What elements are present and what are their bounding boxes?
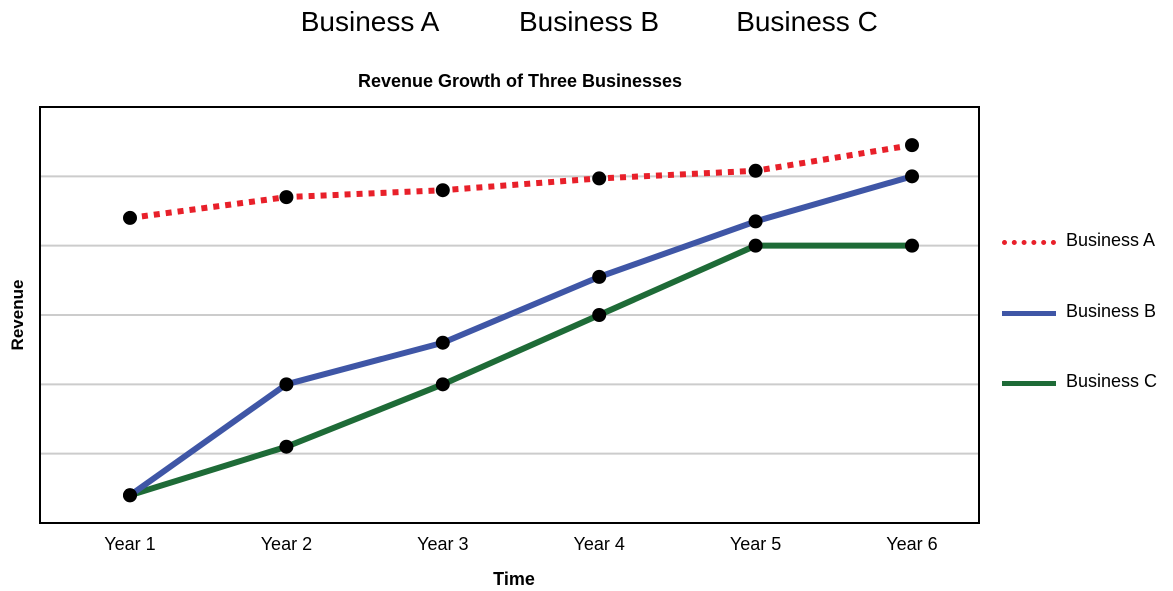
legend-item-business-a: Business A	[1000, 228, 1170, 254]
chart-title: Revenue Growth of Three Businesses	[357, 71, 683, 91]
legend-label-business-a: Business A	[1066, 230, 1156, 250]
data-point-business-c	[748, 238, 763, 253]
x-tick-label: Year 6	[886, 534, 937, 554]
data-point-business-a	[123, 210, 137, 225]
x-tick-label: Year 3	[417, 534, 468, 554]
x-tick-label: Year 2	[261, 534, 312, 554]
data-point-business-a	[748, 163, 763, 178]
x-tick-label: Year 5	[730, 534, 781, 554]
data-point-business-b	[123, 488, 137, 503]
legend-swatch-business-a	[1002, 240, 1056, 245]
data-point-business-c	[435, 377, 450, 392]
legend-swatch-business-b	[1002, 311, 1056, 316]
legend-swatch-business-c	[1002, 381, 1056, 386]
x-tick-label: Year 4	[574, 534, 625, 554]
data-point-business-a	[435, 183, 450, 198]
data-point-business-a	[592, 171, 607, 186]
data-point-business-b	[279, 377, 294, 392]
legend-item-business-c: Business C	[1000, 369, 1170, 395]
top-label-business-b: Business B	[518, 6, 660, 37]
series-line-business-b	[128, 173, 913, 498]
data-point-business-a	[905, 138, 919, 153]
data-point-business-b	[748, 214, 763, 229]
legend-label-business-b: Business B	[1066, 301, 1157, 321]
data-point-business-c	[592, 308, 607, 322]
legend-label-business-c: Business C	[1066, 371, 1158, 391]
x-tick-label: Year 1	[104, 534, 155, 554]
data-point-business-b	[592, 269, 607, 284]
top-label-business-a: Business A	[300, 6, 440, 37]
legend-item-business-b: Business B	[1000, 299, 1170, 325]
top-labels: Business A Business B Business C	[0, 6, 1173, 46]
x-axis-label: Time	[493, 569, 535, 589]
data-point-business-b	[435, 335, 450, 350]
plot-frame	[39, 106, 980, 524]
data-point-business-c	[279, 439, 294, 454]
data-point-business-b	[905, 169, 919, 184]
data-point-business-a	[279, 190, 294, 205]
data-point-business-c	[905, 238, 919, 253]
top-label-business-c: Business C	[736, 6, 878, 37]
series-line-business-c	[129, 242, 912, 499]
